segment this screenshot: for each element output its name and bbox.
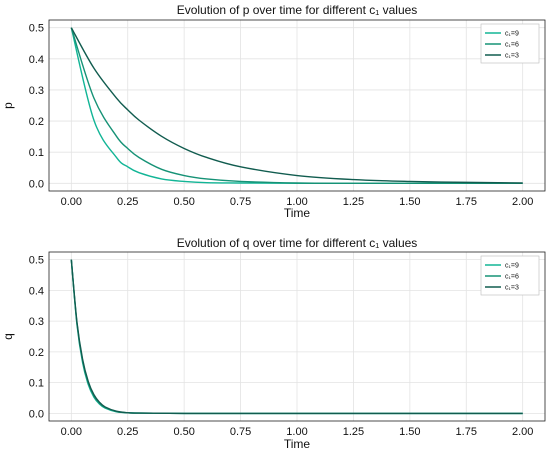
q-y-tick-label: 0.4 [29,285,44,297]
p-x-tick-label: 1.00 [286,196,307,208]
p-x-tick-label: 0.50 [173,196,194,208]
q-x-tick-label: 1.25 [343,426,364,438]
q-x-tick-label: 0.50 [173,426,194,438]
q-legend-label: c₁=9 [505,263,519,270]
p-x-tick-label: 0.00 [61,196,82,208]
p-plot-frame [48,19,546,192]
q-legend-label: c₁=6 [505,274,519,281]
p-x-tick-label: 2.00 [512,196,533,208]
q-x-axis-label: Time [284,437,311,451]
p-y-tick-label: 0.5 [29,23,44,35]
q-series-line-c3 [70,259,523,415]
q-y-axis-label: q [1,333,15,340]
p-y-tick-label: 0.3 [29,85,44,97]
p-y-axis-label: p [1,102,15,109]
p-y-tick-label: 0.2 [29,116,44,128]
p-series-line-c6 [70,27,523,185]
q-x-tick-label: 1.50 [399,426,420,438]
p-x-axis-label: Time [284,206,311,220]
q-x-tick-label: 1.75 [456,426,477,438]
p-y-tick-label: 0.1 [29,147,44,159]
p-series-line-c3 [70,27,523,184]
p-chart-panel: Evolution of p over time for different c… [1,3,546,220]
q-x-tick-label: 0.00 [61,426,82,438]
p-x-tick-label: 1.75 [456,196,477,208]
q-x-tick-label: 0.25 [117,426,138,438]
q-y-tick-label: 0.2 [29,347,44,359]
p-legend-label: c₁=9 [505,31,519,38]
q-y-tick-label: 0.5 [29,255,44,267]
q-chart-title: Evolution of q over time for different c… [177,236,418,250]
p-x-tick-label: 1.50 [399,196,420,208]
p-x-tick-label: 0.25 [117,196,138,208]
q-y-tick-label: 0.1 [29,378,44,390]
p-legend-label: c₁=3 [505,53,519,60]
q-plot-frame [48,251,546,422]
p-x-tick-label: 0.75 [230,196,251,208]
q-y-tick-label: 0.3 [29,316,44,328]
q-y-tick-label: 0.0 [29,408,44,420]
p-legend-label: c₁=6 [505,42,519,49]
p-x-tick-label: 1.25 [343,196,364,208]
q-legend-label: c₁=3 [505,285,519,292]
p-y-tick-label: 0.4 [29,54,44,66]
q-x-tick-label: 1.00 [286,426,307,438]
q-x-tick-label: 0.75 [230,426,251,438]
q-x-tick-label: 2.00 [512,426,533,438]
p-y-tick-label: 0.0 [29,178,44,190]
q-chart-panel: Evolution of q over time for different c… [1,236,546,451]
p-chart-title: Evolution of p over time for different c… [177,3,418,17]
